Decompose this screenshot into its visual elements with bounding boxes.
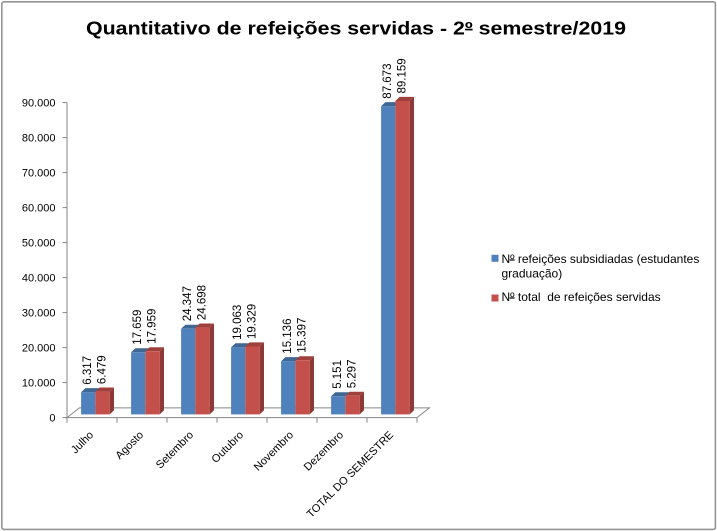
svg-text:6.317: 6.317: [82, 356, 94, 385]
svg-text:Nº total de refeições servida: Nº total de refeições servidas: [502, 290, 661, 304]
svg-text:80.000: 80.000: [22, 133, 56, 145]
svg-text:10.000: 10.000: [22, 378, 56, 390]
svg-text:89.159: 89.159: [396, 58, 408, 93]
svg-text:15.136: 15.136: [282, 319, 294, 354]
svg-text:Nº refeições subsidiadas (estu: Nº refeições subsidiadas (estudantes: [502, 252, 700, 266]
svg-text:90.000: 90.000: [22, 98, 56, 110]
svg-text:40.000: 40.000: [22, 273, 56, 285]
svg-text:5.297: 5.297: [346, 360, 358, 389]
svg-text:5.151: 5.151: [332, 360, 344, 389]
svg-text:50.000: 50.000: [22, 238, 56, 250]
svg-text:19.329: 19.329: [246, 304, 258, 339]
svg-text:6.479: 6.479: [96, 355, 108, 384]
svg-text:17.959: 17.959: [146, 309, 158, 344]
svg-text:17.659: 17.659: [132, 310, 144, 345]
svg-text:24.347: 24.347: [182, 286, 194, 321]
svg-text:0: 0: [49, 413, 55, 425]
svg-text:60.000: 60.000: [22, 203, 56, 215]
svg-text:87.673: 87.673: [382, 64, 394, 99]
svg-text:70.000: 70.000: [22, 168, 56, 180]
svg-text:Quantitativo de refeições serv: Quantitativo de refeições servidas - 2º …: [86, 19, 626, 39]
svg-text:19.063: 19.063: [232, 305, 244, 340]
svg-text:graduação): graduação): [502, 266, 563, 280]
svg-text:30.000: 30.000: [22, 308, 56, 320]
svg-text:15.397: 15.397: [296, 318, 308, 353]
svg-text:24.698: 24.698: [196, 285, 208, 320]
svg-text:20.000: 20.000: [22, 343, 56, 355]
